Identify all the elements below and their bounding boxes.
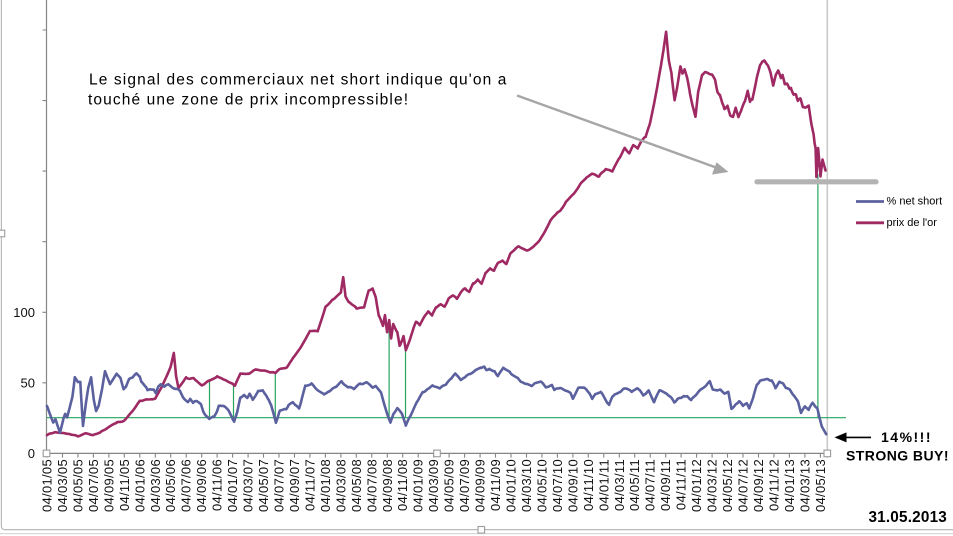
svg-text:04/03/09: 04/03/09 bbox=[426, 459, 441, 512]
svg-text:04/07/09: 04/07/09 bbox=[457, 459, 472, 512]
svg-text:04/05/05: 04/05/05 bbox=[70, 459, 85, 512]
svg-text:04/05/13: 04/05/13 bbox=[813, 459, 828, 512]
svg-text:04/01/12: 04/01/12 bbox=[689, 459, 704, 512]
svg-text:04/03/07: 04/03/07 bbox=[241, 459, 256, 512]
svg-text:04/05/06: 04/05/06 bbox=[163, 459, 178, 512]
svg-text:100: 100 bbox=[13, 305, 35, 320]
svg-text:04/09/07: 04/09/07 bbox=[287, 459, 302, 512]
svg-text:04/03/10: 04/03/10 bbox=[519, 459, 534, 512]
svg-text:04/01/13: 04/01/13 bbox=[782, 459, 797, 512]
svg-text:04/05/07: 04/05/07 bbox=[256, 459, 271, 512]
svg-text:04/09/12: 04/09/12 bbox=[751, 459, 766, 512]
svg-text:04/01/06: 04/01/06 bbox=[132, 459, 147, 512]
svg-text:04/03/08: 04/03/08 bbox=[333, 459, 348, 512]
svg-text:04/05/11: 04/05/11 bbox=[627, 459, 642, 511]
svg-text:04/11/05: 04/11/05 bbox=[117, 459, 132, 511]
svg-text:04/11/07: 04/11/07 bbox=[302, 459, 317, 511]
svg-text:04/07/10: 04/07/10 bbox=[550, 459, 565, 512]
svg-text:04/05/08: 04/05/08 bbox=[349, 459, 364, 512]
svg-text:04/05/10: 04/05/10 bbox=[534, 459, 549, 512]
svg-text:04/09/05: 04/09/05 bbox=[101, 459, 116, 512]
svg-text:04/09/10: 04/09/10 bbox=[565, 459, 580, 512]
svg-text:04/11/11: 04/11/11 bbox=[674, 459, 689, 510]
svg-text:04/11/09: 04/11/09 bbox=[488, 459, 503, 511]
svg-text:04/09/06: 04/09/06 bbox=[194, 459, 209, 512]
svg-text:% net short: % net short bbox=[887, 196, 943, 208]
svg-text:04/03/06: 04/03/06 bbox=[148, 459, 163, 512]
svg-text:04/07/11: 04/07/11 bbox=[643, 459, 658, 511]
svg-text:50: 50 bbox=[21, 375, 35, 390]
svg-text:04/11/06: 04/11/06 bbox=[210, 459, 225, 511]
svg-text:04/11/12: 04/11/12 bbox=[766, 459, 781, 511]
svg-text:14%!!!: 14%!!! bbox=[881, 429, 932, 445]
svg-text:Le signal des commerciaux net: Le signal des commerciaux net short indi… bbox=[89, 72, 508, 89]
svg-text:04/05/09: 04/05/09 bbox=[442, 459, 457, 512]
svg-text:04/01/07: 04/01/07 bbox=[225, 459, 240, 512]
svg-text:touché une zone de prix incomp: touché une zone de prix incompressible! bbox=[88, 92, 409, 109]
svg-text:04/01/08: 04/01/08 bbox=[318, 459, 333, 512]
svg-text:STRONG BUY!: STRONG BUY! bbox=[846, 448, 949, 464]
svg-text:04/07/08: 04/07/08 bbox=[364, 459, 379, 512]
svg-text:0: 0 bbox=[28, 446, 35, 461]
svg-text:04/11/10: 04/11/10 bbox=[581, 459, 596, 511]
svg-text:04/07/07: 04/07/07 bbox=[272, 459, 287, 512]
svg-text:04/07/12: 04/07/12 bbox=[736, 459, 751, 512]
svg-text:04/03/11: 04/03/11 bbox=[612, 459, 627, 511]
svg-text:04/07/06: 04/07/06 bbox=[179, 459, 194, 512]
svg-text:04/03/12: 04/03/12 bbox=[705, 459, 720, 512]
svg-text:04/09/09: 04/09/09 bbox=[473, 459, 488, 512]
svg-text:04/01/05: 04/01/05 bbox=[40, 459, 55, 512]
svg-text:04/01/11: 04/01/11 bbox=[596, 459, 611, 511]
svg-text:04/09/11: 04/09/11 bbox=[658, 459, 673, 511]
svg-text:04/01/09: 04/01/09 bbox=[411, 459, 426, 512]
svg-text:04/03/13: 04/03/13 bbox=[797, 459, 812, 512]
svg-text:31.05.2013: 31.05.2013 bbox=[868, 509, 947, 526]
svg-text:04/09/08: 04/09/08 bbox=[380, 459, 395, 512]
svg-text:prix de l'or: prix de l'or bbox=[887, 217, 938, 229]
svg-text:04/05/12: 04/05/12 bbox=[720, 459, 735, 512]
svg-text:04/03/05: 04/03/05 bbox=[55, 459, 70, 512]
svg-text:04/07/05: 04/07/05 bbox=[86, 459, 101, 512]
svg-text:04/11/08: 04/11/08 bbox=[395, 459, 410, 511]
svg-text:04/01/10: 04/01/10 bbox=[504, 459, 519, 512]
